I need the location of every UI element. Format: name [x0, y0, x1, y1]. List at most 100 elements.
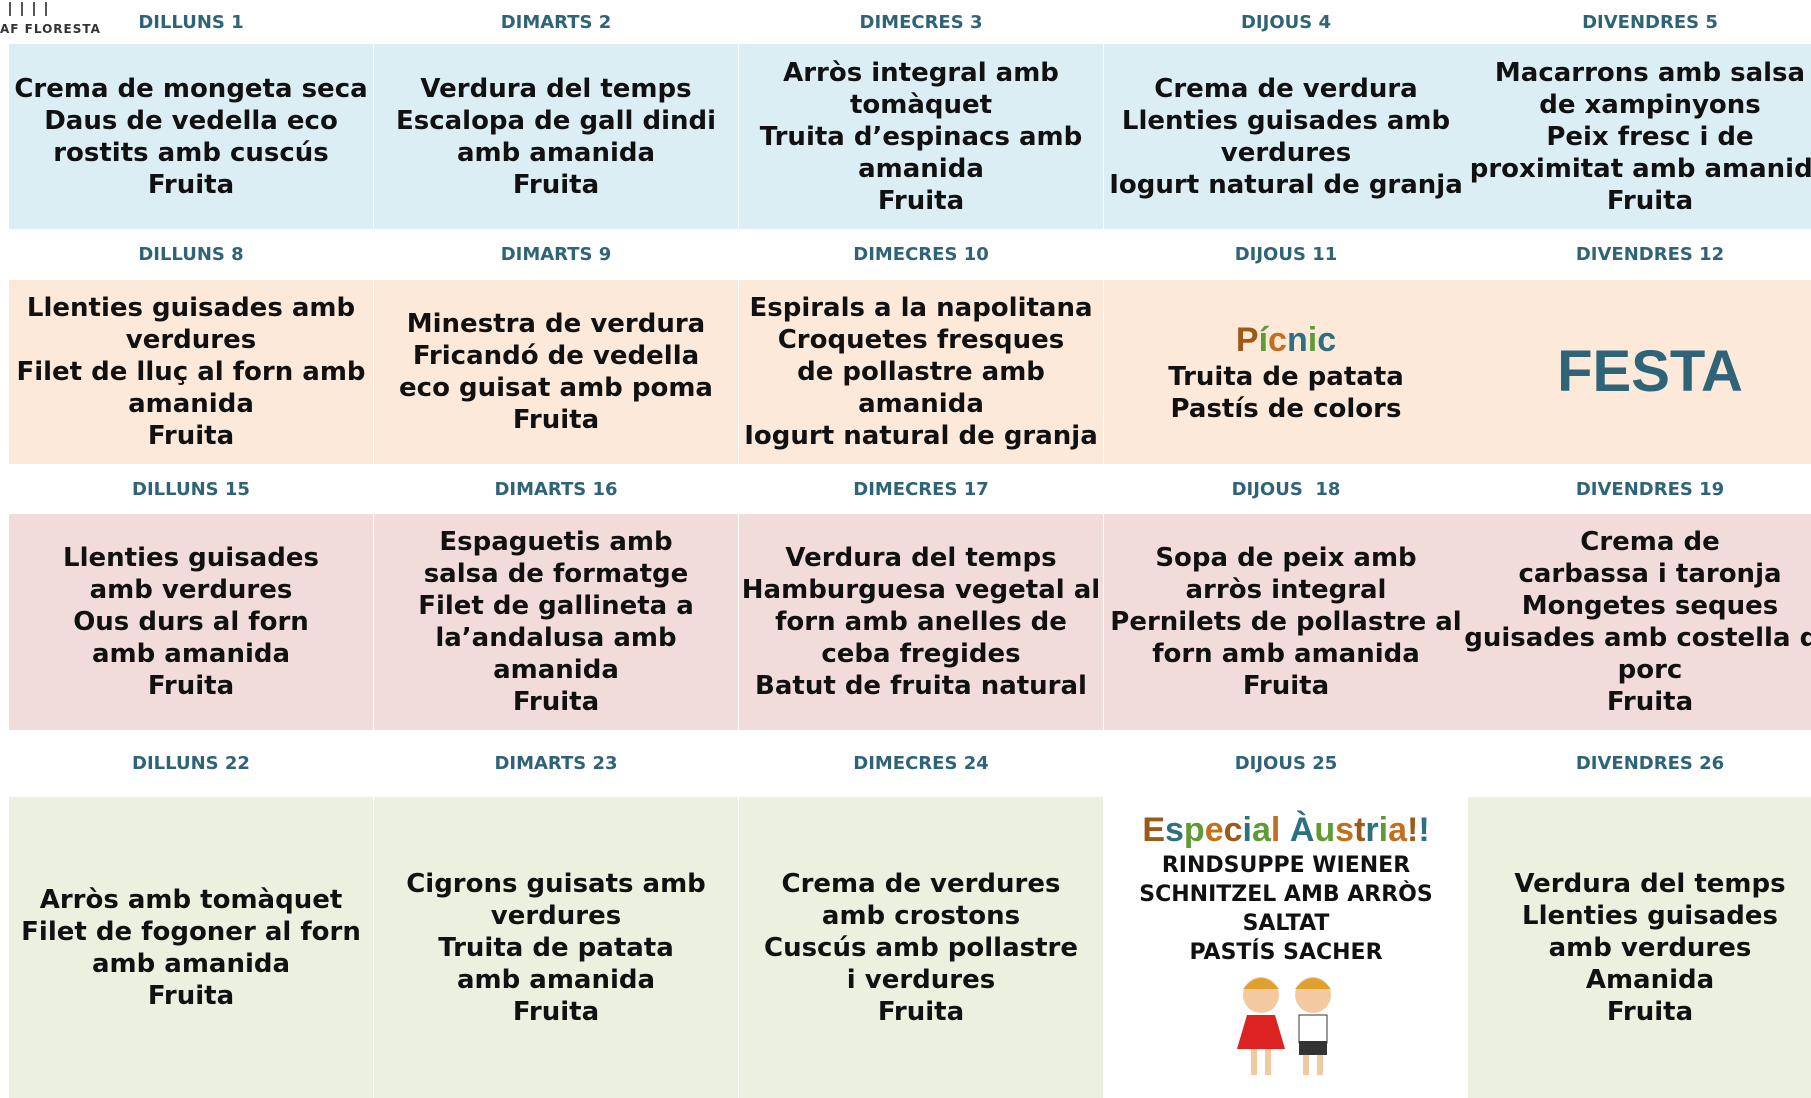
menu-item: Fruita — [147, 671, 235, 701]
menu-item: amanida — [858, 389, 984, 419]
day-cell: FESTA — [1468, 280, 1811, 464]
day-header: DILLUNS 1 — [138, 11, 244, 33]
menu-item: Batut de fruita natural — [755, 671, 1087, 701]
day-cell: Macarrons amb salsa de xampinyons Peix fre… — [1468, 44, 1811, 229]
day-cell: Llenties guisades amb verdures Ous durs al… — [9, 514, 373, 730]
menu-item: amb verdures — [1548, 932, 1752, 963]
menu-item: Fruita — [512, 687, 600, 717]
menu-item: amanida — [128, 389, 254, 419]
day-header: DIMECRES 17 — [853, 478, 989, 500]
menu-item: Daus de vedella eco — [44, 105, 338, 136]
menu-item: PASTÍS SACHER — [1189, 939, 1383, 965]
menu-item: Verdura del temps — [1514, 868, 1786, 899]
menu-item: amb verdures — [89, 575, 293, 605]
menu-item: SALTAT — [1242, 910, 1330, 936]
menu-item: Cuscús amb pollastre — [763, 932, 1079, 963]
menu-item: Arròs integral amb — [783, 57, 1059, 88]
menu-item: salsa de formatge — [423, 559, 689, 589]
menu-item: Fruita — [512, 405, 600, 435]
day-header: DIMECRES 24 — [853, 753, 989, 774]
kids-illustration — [1237, 976, 1331, 1075]
menu-item: Truita de patata — [1168, 362, 1404, 392]
day-header: DIVENDRES 26 — [1575, 753, 1725, 774]
menu-item: Verdura del temps — [785, 543, 1057, 573]
menu-item: amb amanida — [456, 137, 656, 168]
day-header: DILLUNS 15 — [132, 478, 250, 500]
menu-item: Espaguetis amb — [439, 527, 673, 557]
menu-item: i verdures — [846, 964, 996, 995]
menu-item: Escalopa de gall dindi — [395, 105, 717, 136]
menu-item: la’andalusa amb — [435, 623, 677, 653]
day-cell: Especial Àustria!! RINDSUPPE WIENER SCHNIT… — [1104, 797, 1468, 1098]
day-cell: Minestra de verdura Fricandó de vedella ec… — [374, 280, 738, 464]
day-cell: Verdura del temps Llenties guisades amb ve… — [1468, 797, 1811, 1098]
menu-item: guisades amb costella de — [1464, 623, 1811, 653]
menu-item: RINDSUPPE WIENER — [1161, 852, 1411, 878]
menu-item: amb amanida — [91, 948, 291, 979]
day-header: DIMARTS 23 — [494, 753, 618, 774]
day-cell: Espirals a la napolitana Croquetes fresqu… — [739, 280, 1103, 464]
menu-item: Cigrons guisats amb — [406, 868, 706, 899]
menu-item: Verdura del temps — [420, 73, 692, 104]
day-cell: Crema de carbassa i taronja Mongetes seque… — [1464, 514, 1811, 730]
menu-item: Truita de patata — [438, 932, 674, 963]
menu-item: Fruita — [147, 421, 235, 451]
menu-item: Espirals a la napolitana — [749, 293, 1093, 323]
menu-item: Macarrons amb salsa — [1494, 57, 1806, 88]
menu-item: amb crostons — [821, 900, 1021, 931]
menu-item: Crema de verdures — [781, 868, 1061, 899]
menu-item: Filet de fogoner al forn — [21, 916, 361, 947]
day-cell: Verdura del temps Hamburguesa vegetal al f… — [739, 514, 1103, 730]
day-cell: Arròs integral amb tomàquet Truita d’espin… — [739, 44, 1103, 229]
menu-item: Ous durs al forn — [73, 607, 309, 637]
menu-item: Iogurt natural de granja — [1109, 169, 1463, 200]
day-header: DIMECRES 3 — [859, 11, 983, 33]
menu-item: amb amanida — [91, 639, 291, 669]
day-header: DIMARTS 2 — [500, 11, 612, 33]
day-cell: Crema de mongeta seca Daus de vedella eco… — [9, 44, 373, 229]
menu-item: Croquetes fresques — [777, 325, 1065, 355]
menu-item: Fruita — [512, 996, 600, 1027]
menu-item: Llenties guisades amb — [26, 293, 356, 323]
menu-item: Fruita — [877, 185, 965, 216]
menu-item: verdures — [125, 325, 257, 355]
day-header: DIJOUS 18 — [1231, 478, 1341, 500]
menu-item: Pernilets de pollastre al — [1110, 607, 1462, 637]
day-header: DIJOUS 4 — [1240, 11, 1331, 33]
menu-item: Iogurt natural de granja — [744, 421, 1098, 451]
day-cell: Pícnic Truita de patata Pastís de colors — [1104, 280, 1468, 464]
menu-item: Llenties guisades — [1522, 900, 1778, 931]
day-header: DIVENDRES 19 — [1575, 478, 1725, 500]
day-cell: Llenties guisades amb verdures Filet de ll… — [9, 280, 373, 464]
menu-item: SCHNITZEL AMB ARRÒS — [1139, 881, 1433, 907]
menu-item: Filet de lluç al forn amb — [16, 357, 366, 387]
menu-item: forn amb anelles de — [775, 607, 1067, 637]
menu-item: Amanida — [1585, 964, 1715, 995]
day-header: DIJOUS 11 — [1234, 244, 1338, 265]
day-header: DIVENDRES 5 — [1582, 11, 1718, 33]
menu-item: Fruita — [1606, 687, 1694, 717]
menu-item: Crema de verdura — [1154, 73, 1418, 104]
menu-item: Fruita — [1242, 671, 1330, 701]
menu-item: Truita d’espinacs amb — [759, 121, 1083, 152]
menu-item: Fruita — [147, 169, 235, 200]
day-header: DIJOUS 25 — [1234, 753, 1338, 774]
menu-item: verdures — [490, 900, 622, 931]
menu-item: Mongetes seques — [1521, 591, 1779, 621]
menu-item: de xampinyons — [1539, 89, 1761, 120]
menu-item: arròs integral — [1185, 575, 1387, 605]
menu-item: Sopa de peix amb — [1155, 543, 1417, 573]
menu-item: Peix fresc i de — [1546, 121, 1754, 152]
menu-item: Llenties guisades — [63, 543, 319, 573]
menu-item: eco guisat amb poma — [399, 373, 713, 403]
menu-item: Hamburguesa vegetal al — [741, 575, 1101, 605]
menu-item: amanida — [493, 655, 619, 685]
menu-item: amanida — [858, 153, 984, 184]
menu-item: Arròs amb tomàquet — [39, 884, 343, 915]
menu-item: carbassa i taronja — [1518, 559, 1782, 589]
logo: AF FLORESTA — [0, 22, 101, 36]
menu-item: Llenties guisades amb — [1121, 105, 1451, 136]
menu-item: Fruita — [512, 169, 600, 200]
special-title: Especial Àustria!! — [1142, 810, 1430, 849]
